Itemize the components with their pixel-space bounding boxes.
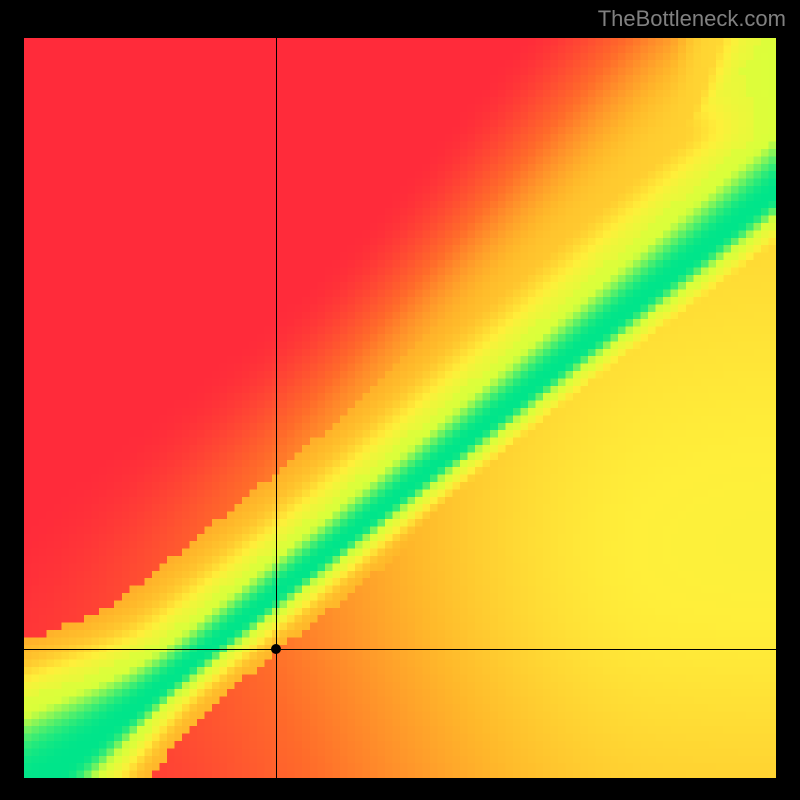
heatmap-canvas <box>24 38 776 778</box>
watermark-text: TheBottleneck.com <box>598 6 786 32</box>
chart-container: TheBottleneck.com <box>0 0 800 800</box>
heatmap-plot-area <box>24 38 776 778</box>
